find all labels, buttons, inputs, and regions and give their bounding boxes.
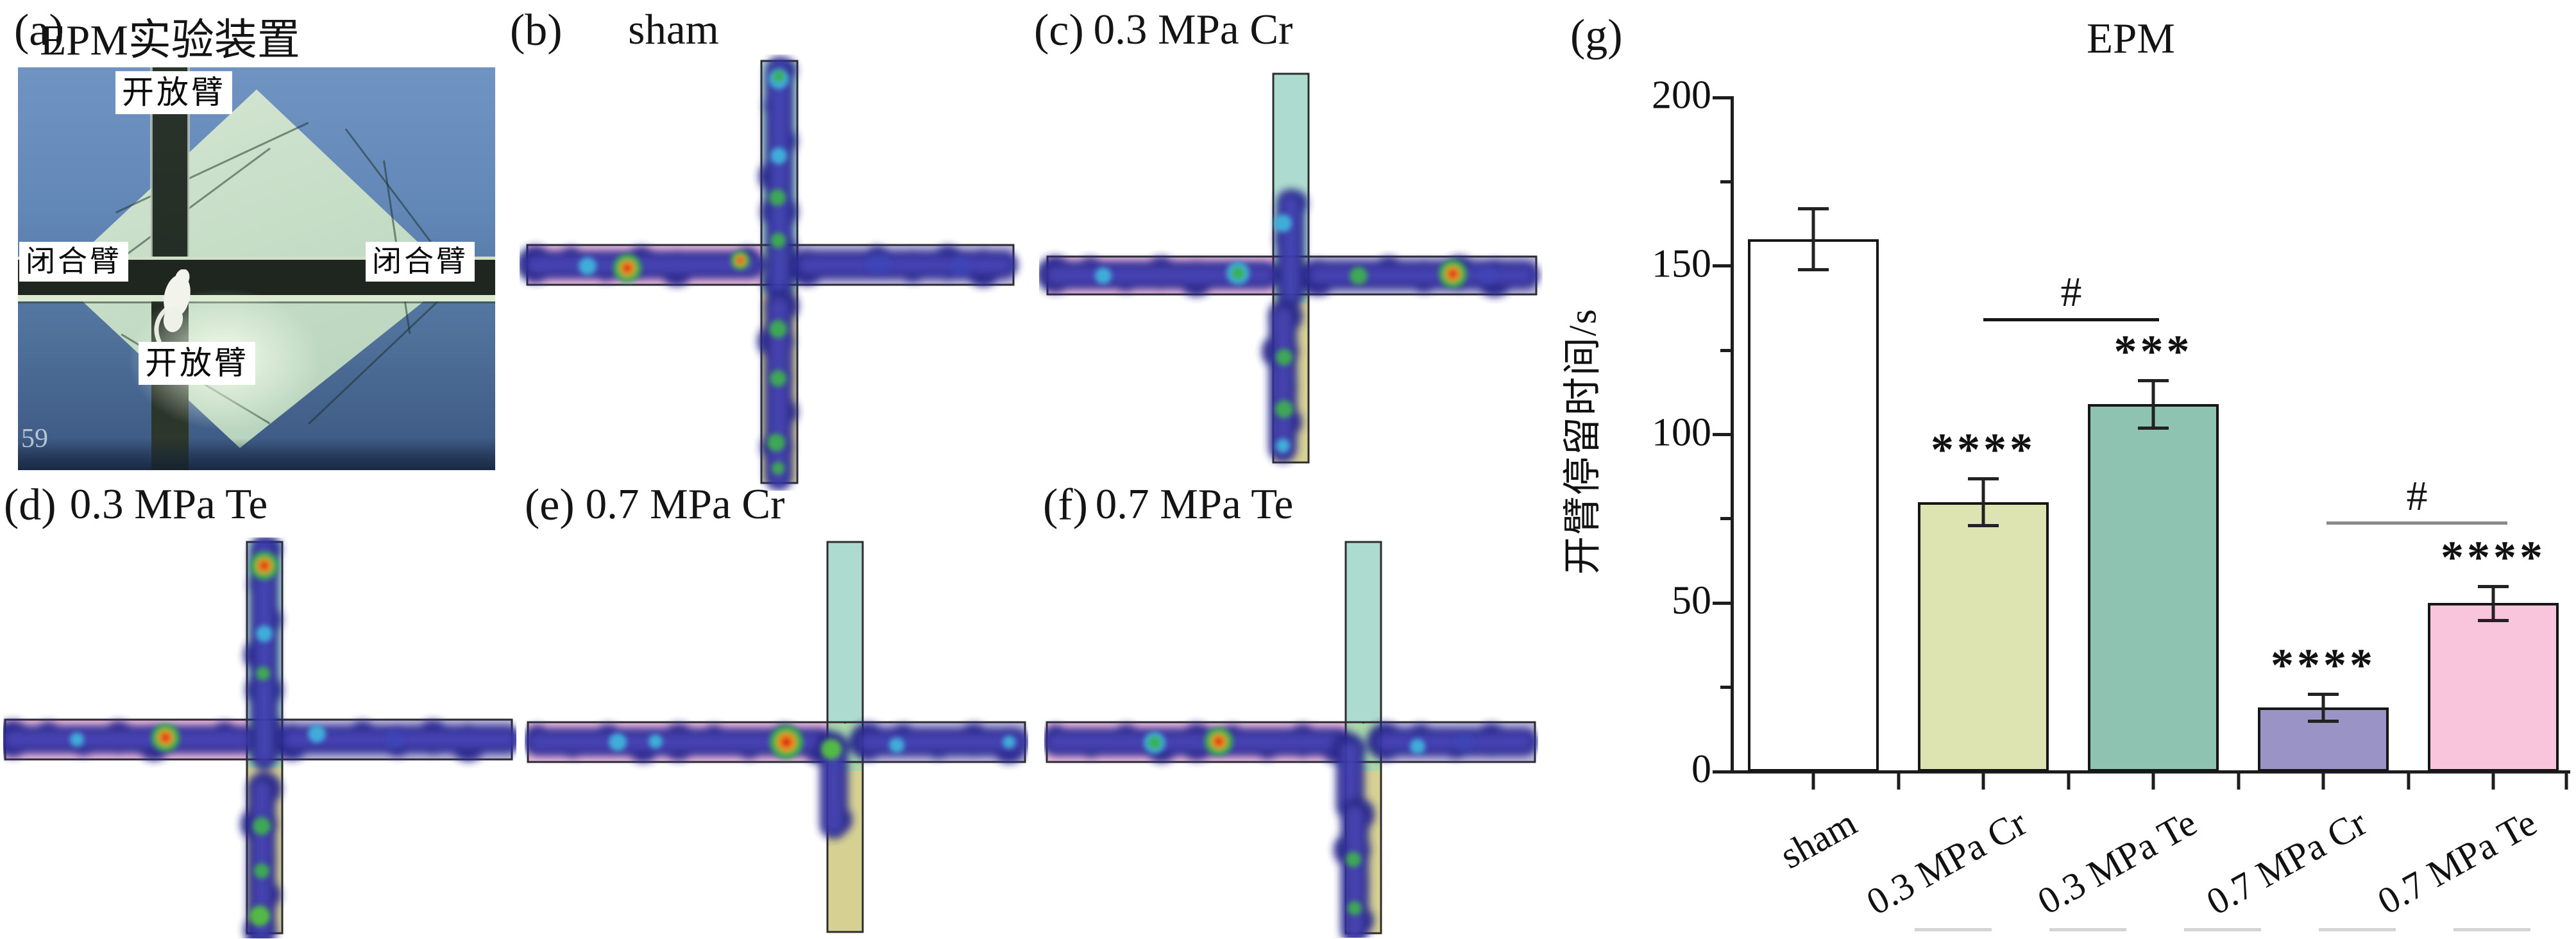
bar-0-7-mpa-te <box>2428 603 2559 772</box>
comparison-label: # <box>2406 473 2428 520</box>
x-tick <box>2151 773 2155 790</box>
y-tick-label: 100 <box>1652 410 1711 455</box>
x-tick-label: 0.7 MPa Cr <box>2199 800 2374 924</box>
error-bar <box>2151 380 2155 428</box>
panel-title-07mpa-te: 0.7 MPa Te <box>1095 480 1294 528</box>
significance-stars: *** <box>2114 326 2193 378</box>
error-bar <box>2321 694 2325 722</box>
panel-title-07mpa-cr: 0.7 MPa Cr <box>585 480 785 528</box>
x-tick <box>1981 773 1985 790</box>
y-axis-label: 开臂停留时间/s <box>1561 307 1604 575</box>
epm-apparatus-photo: 开放臂 闭合臂 闭合臂 开放臂 59 <box>18 67 495 470</box>
panel-title-03mpa-cr: 0.3 MPa Cr <box>1093 6 1293 53</box>
error-cap-top <box>1968 477 1999 480</box>
error-cap-top <box>1798 207 1829 211</box>
bar-0-3-mpa-te <box>2088 404 2219 772</box>
panel-title-apparatus: EPM实验装置 <box>40 17 300 64</box>
significance-stars: **** <box>1931 423 2036 475</box>
arm-label-closed-left: 闭合臂 <box>19 242 128 282</box>
error-cap-bottom <box>1968 524 1999 528</box>
y-minor-tick <box>1720 180 1731 183</box>
maze-heatmap-sham <box>520 56 1018 491</box>
maze-heatmap-07mpa-te <box>1044 541 1538 938</box>
y-tick-label: 0 <box>1691 747 1711 791</box>
y-tick-label: 150 <box>1652 242 1711 286</box>
x-tick <box>2237 773 2240 790</box>
chart-title: EPM <box>2087 15 2175 62</box>
x-tick-label: 0.3 MPa Cr <box>1860 800 2034 924</box>
significance-stars: **** <box>2441 531 2546 583</box>
panel-title-03mpa-te: 0.3 MPa Te <box>69 480 268 528</box>
error-bar <box>2491 586 2495 620</box>
y-minor-tick <box>1720 517 1731 521</box>
video-timestamp-watermark: 59 <box>21 424 48 453</box>
arm-label-closed-right: 闭合臂 <box>366 242 475 282</box>
maze-heatmap-03mpa-cr <box>1039 72 1539 464</box>
epm-bar-chart: 0 50 100 150 200 **** *** **** **** # # sham 0.3 MPa… <box>1539 0 2576 939</box>
error-bar <box>1981 478 1985 526</box>
comparison-bracket <box>2326 521 2507 525</box>
error-cap-bottom <box>2138 426 2169 430</box>
arm-label-open-top: 开放臂 <box>115 71 232 114</box>
error-cap-bottom <box>2478 618 2509 622</box>
error-cap-top <box>2138 379 2169 383</box>
panel-label-d: (d) <box>4 480 56 530</box>
error-bar <box>1811 208 1815 269</box>
open-arm-edge <box>187 67 190 260</box>
panel-label-e: (e) <box>525 480 575 530</box>
panel-label-b: (b) <box>510 6 563 55</box>
x-tick <box>2491 773 2495 790</box>
maze-heatmap-07mpa-cr <box>525 541 1028 933</box>
x-tick-label: 0.3 MPa Te <box>2030 800 2204 923</box>
comparison-label: # <box>2060 269 2082 316</box>
x-tick <box>1811 773 1815 790</box>
arm-label-open-bottom: 开放臂 <box>139 342 255 385</box>
error-cap-bottom <box>1798 268 1829 271</box>
panel-label-c: (c) <box>1034 6 1084 55</box>
error-cap-bottom <box>2308 720 2339 723</box>
y-minor-tick <box>1720 348 1731 352</box>
y-major-tick <box>1713 264 1731 268</box>
bar-0-7-mpa-cr <box>2258 707 2389 772</box>
panel-label-f: (f) <box>1043 480 1088 530</box>
y-axis <box>1731 96 1734 773</box>
x-tick <box>2564 773 2568 790</box>
panel-title-sham: sham <box>628 6 719 53</box>
y-major-tick <box>1713 601 1731 605</box>
y-tick-label: 200 <box>1652 73 1711 117</box>
x-tick <box>2321 773 2325 790</box>
maze-heatmap-03mpa-te <box>3 537 516 938</box>
x-tick <box>1897 773 1900 790</box>
y-major-tick <box>1713 433 1731 436</box>
panel-label-g: (g) <box>1570 11 1623 60</box>
bar-sham <box>1748 239 1879 772</box>
x-tick-label: sham <box>1773 800 1864 877</box>
significance-stars: **** <box>2271 639 2376 691</box>
x-axis <box>1731 770 2570 774</box>
x-tick <box>2067 773 2070 790</box>
panel-label-a: (a) <box>14 6 64 55</box>
open-arm-edge <box>150 67 153 260</box>
bar-0-3-mpa-cr <box>1918 502 2049 772</box>
comparison-bracket <box>1983 318 2159 321</box>
y-tick-label: 50 <box>1672 579 1711 623</box>
error-cap-top <box>2308 693 2339 697</box>
x-tick-label: 0.7 MPa Te <box>2370 800 2544 923</box>
photo-shadow <box>18 438 495 470</box>
cropped-next-row-artifact <box>1915 928 2546 931</box>
x-tick <box>2407 773 2410 790</box>
closed-arm-wall-edge <box>18 257 495 260</box>
y-minor-tick <box>1720 686 1731 689</box>
error-cap-top <box>2478 584 2509 588</box>
y-major-tick <box>1713 96 1731 99</box>
y-major-tick <box>1713 770 1731 774</box>
